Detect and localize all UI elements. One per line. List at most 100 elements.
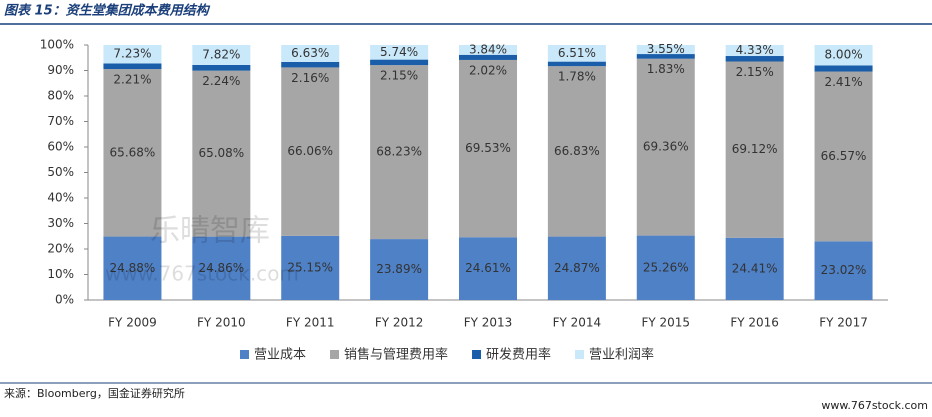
x-tick-label: FY 2017 <box>819 316 868 330</box>
y-tick-label: 60% <box>47 140 74 154</box>
bar-segment <box>547 66 606 237</box>
bar-segment <box>814 45 873 66</box>
bar-segment <box>636 58 695 236</box>
y-tick-label: 70% <box>47 114 74 128</box>
x-tick-label: FY 2009 <box>108 316 157 330</box>
bar-segment <box>192 45 251 65</box>
legend-label: 研发费用率 <box>486 347 551 363</box>
value-label: 3.55% <box>647 42 685 56</box>
y-tick-label: 80% <box>47 89 74 103</box>
value-label: 2.15% <box>736 65 774 79</box>
y-tick-label: 20% <box>47 242 74 256</box>
bar-segment <box>459 59 517 238</box>
y-tick-label: 100% <box>40 38 74 52</box>
value-label: 4.33% <box>736 43 774 57</box>
legend-swatch <box>330 350 340 359</box>
value-label: 69.53% <box>465 141 511 155</box>
bar-segment <box>281 235 340 300</box>
value-label: 2.15% <box>380 69 418 83</box>
value-label: 65.08% <box>198 146 244 160</box>
value-label: 24.61% <box>465 261 511 275</box>
value-label: 1.83% <box>647 62 685 76</box>
bar-segment <box>103 236 162 300</box>
value-label: 3.84% <box>469 42 507 56</box>
x-tick-label: FY 2014 <box>553 316 602 330</box>
value-label: 66.57% <box>821 149 867 163</box>
bar-segment <box>103 69 162 237</box>
bar-segment <box>103 45 162 64</box>
legend-label: 销售与管理费用率 <box>344 347 448 363</box>
value-label: 68.23% <box>376 145 422 159</box>
bar-segment <box>547 61 606 67</box>
bar-segment <box>725 56 784 62</box>
legend-swatch <box>240 350 249 359</box>
value-label: 5.74% <box>380 45 418 59</box>
bar-segment <box>192 70 251 237</box>
bar-segment <box>459 237 517 300</box>
bar-segment <box>814 65 873 72</box>
watermark: 乐晴智库 <box>150 214 270 249</box>
watermark: www.767stock.com <box>105 262 299 286</box>
value-label: 2.24% <box>202 74 240 88</box>
y-tick-label: 30% <box>47 216 74 230</box>
value-label: 1.78% <box>558 70 596 84</box>
x-tick-label: FY 2016 <box>730 316 779 330</box>
value-label: 65.68% <box>110 145 156 159</box>
bar-segment <box>370 44 429 60</box>
legend-swatch <box>575 350 585 359</box>
value-label: 2.16% <box>291 71 329 85</box>
bar-segment <box>370 59 429 66</box>
bar-segment <box>636 45 695 55</box>
bar-segment <box>814 71 873 242</box>
bar-segment <box>370 239 429 300</box>
value-label: 24.41% <box>732 261 778 275</box>
bar-segment <box>636 235 695 300</box>
x-tick-label: FY 2015 <box>641 316 690 330</box>
bar-segment <box>281 67 340 236</box>
bar-segment <box>636 54 695 59</box>
legend-label: 营业利润率 <box>589 347 654 363</box>
bar-segment <box>725 61 784 238</box>
value-label: 69.12% <box>732 142 778 156</box>
value-label: 25.15% <box>287 260 333 274</box>
footer-mark: www.767stock.com <box>821 399 928 412</box>
value-label: 23.02% <box>821 263 867 277</box>
bar-segment <box>459 45 517 55</box>
bar-segment <box>814 241 873 300</box>
x-tick-label: FY 2011 <box>286 316 335 330</box>
value-label: 6.63% <box>291 46 329 60</box>
y-tick-label: 90% <box>47 63 74 77</box>
bar-segment <box>547 45 606 62</box>
value-label: 24.88% <box>110 261 156 275</box>
value-label: 24.86% <box>198 261 244 275</box>
y-tick-label: 40% <box>47 191 74 205</box>
value-label: 2.21% <box>113 73 151 87</box>
bar-segment <box>725 44 784 57</box>
y-tick-label: 10% <box>47 267 74 281</box>
legend-swatch <box>472 350 482 359</box>
value-label: 2.02% <box>469 63 507 77</box>
chart-title: 图表 15：资生堂集团成本费用结构 <box>4 3 211 19</box>
bar-segment <box>281 45 340 62</box>
value-label: 8.00% <box>824 48 862 62</box>
x-tick-label: FY 2012 <box>375 316 424 330</box>
legend-label: 营业成本 <box>254 348 306 363</box>
value-label: 2.41% <box>824 75 862 89</box>
y-tick-label: 50% <box>47 165 74 179</box>
x-tick-label: FY 2013 <box>464 316 513 330</box>
bar-segment <box>370 65 429 240</box>
bar-segment <box>281 61 340 68</box>
y-tick-label: 0% <box>55 293 74 307</box>
value-label: 66.83% <box>554 144 600 158</box>
x-tick-label: FY 2010 <box>197 316 246 330</box>
value-label: 25.26% <box>643 260 689 274</box>
bar-segment <box>725 237 784 300</box>
value-label: 23.89% <box>376 262 422 276</box>
value-label: 69.36% <box>643 140 689 154</box>
bar-segment <box>192 236 251 300</box>
value-label: 6.51% <box>558 46 596 60</box>
source: 来源：Bloomberg，国金证券研究所 <box>4 386 185 400</box>
bar-segment <box>547 236 606 300</box>
bar-segment <box>192 64 251 71</box>
